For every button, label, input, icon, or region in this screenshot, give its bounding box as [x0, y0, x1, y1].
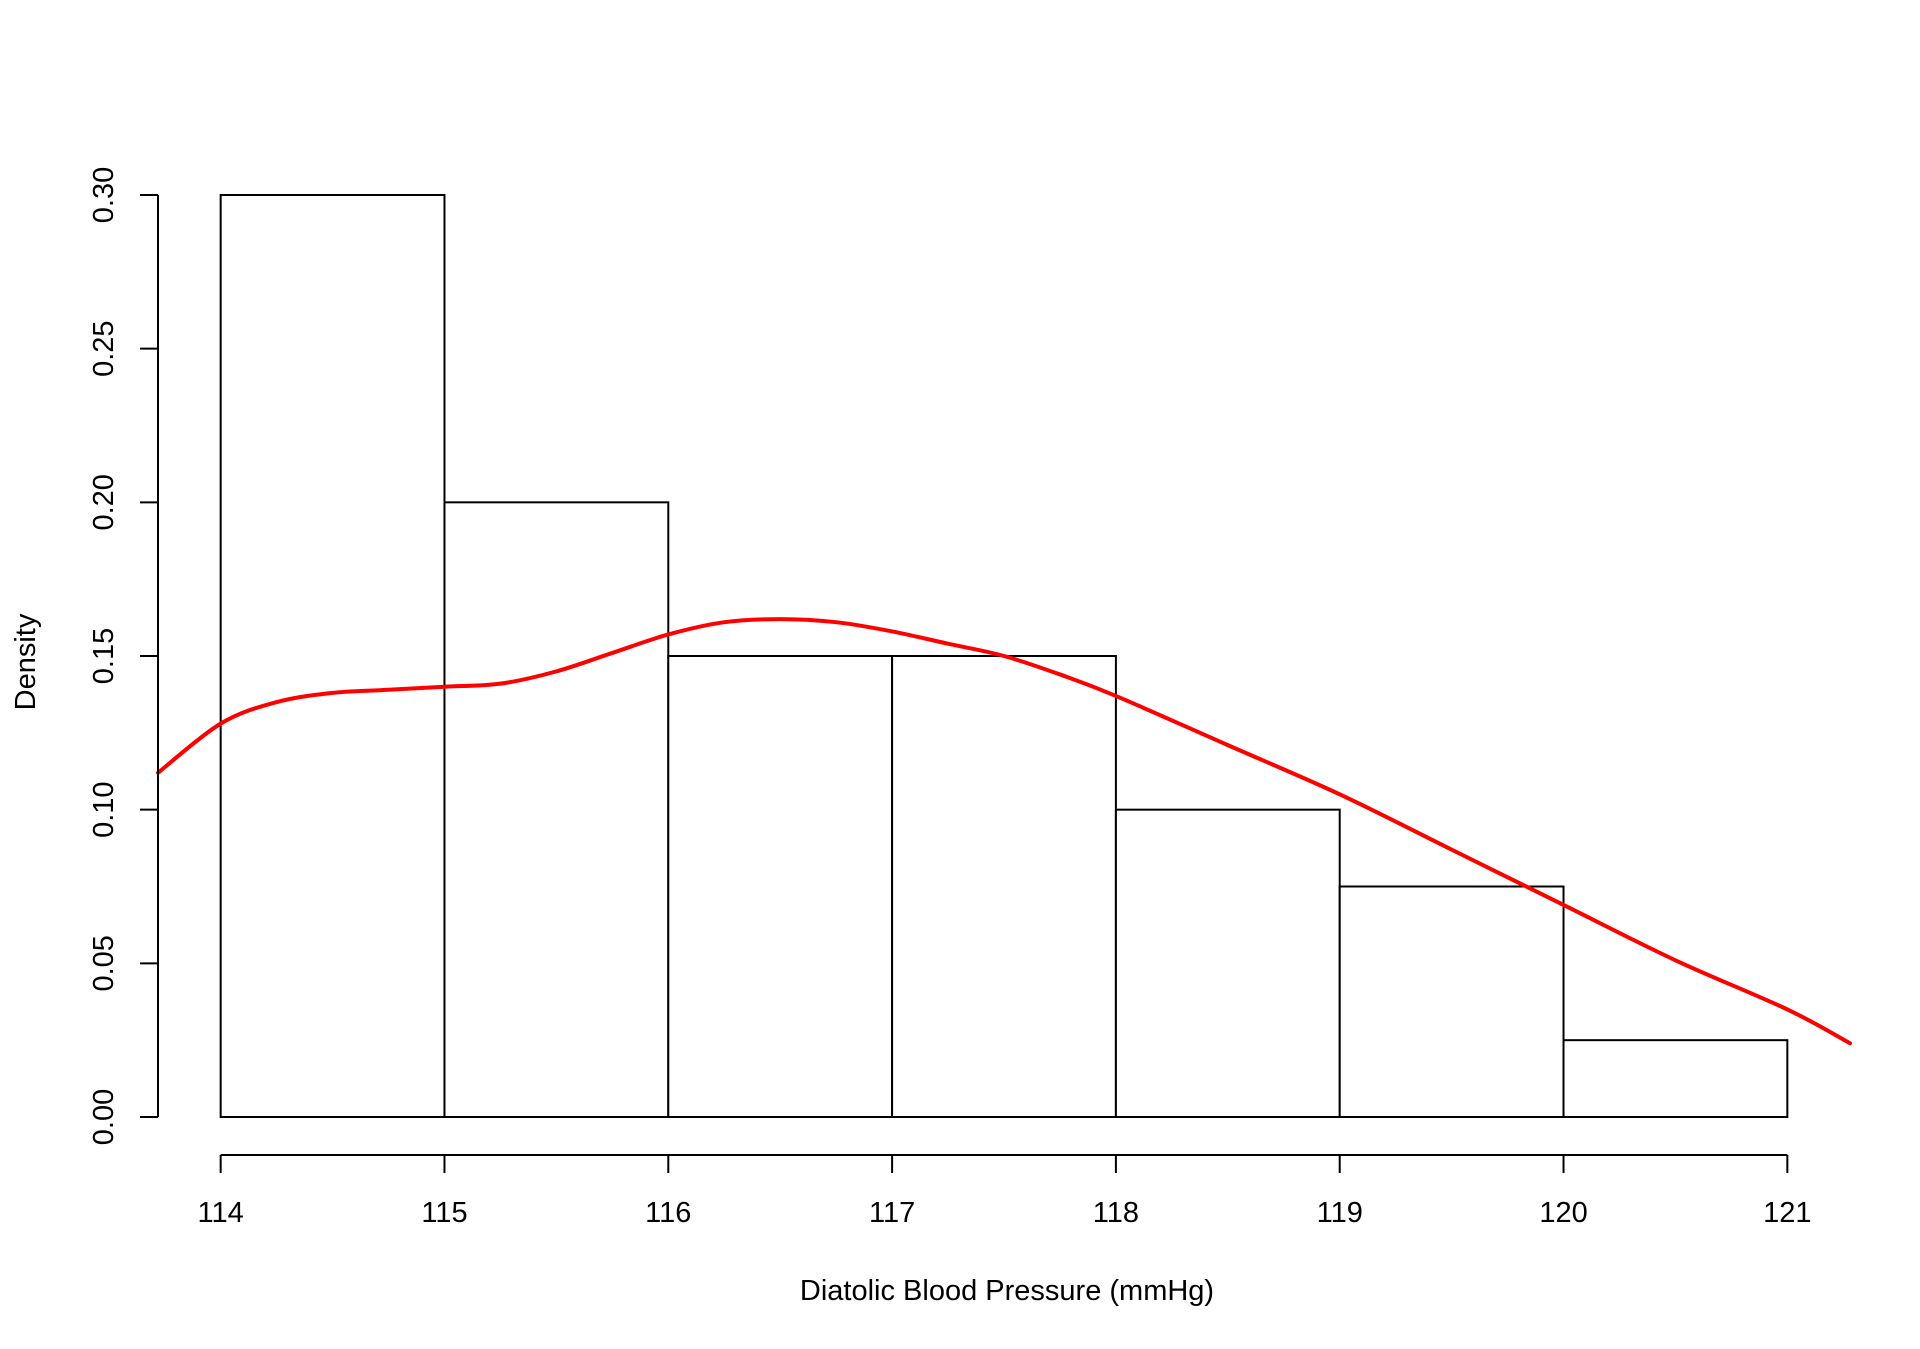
histogram-bar-0 — [219, 194, 446, 1118]
histogram-bar-1 — [443, 501, 670, 1119]
x-tick-label: 119 — [1317, 1197, 1363, 1229]
y-axis: 0.00 0.05 0.10 0.15 0.20 0.25 0.30 — [88, 167, 159, 1145]
bars-layer — [219, 194, 1789, 1119]
y-tick-label: 0.15 — [88, 628, 120, 684]
x-tick-label: 120 — [1539, 1197, 1587, 1229]
histogram-bar-6 — [1562, 1039, 1789, 1118]
histogram-bar-3 — [891, 655, 1117, 1118]
histogram-bar-2 — [667, 655, 894, 1118]
histogram-bar-5 — [1338, 885, 1565, 1118]
x-tick-label: 121 — [1763, 1197, 1811, 1229]
y-tick-label: 0.05 — [88, 935, 120, 991]
y-tick-label: 0.20 — [88, 474, 120, 530]
x-tick-label: 115 — [421, 1197, 467, 1229]
x-tick-label: 114 — [198, 1197, 244, 1229]
density-curve-layer — [156, 617, 1852, 1046]
y-tick-label: 0.25 — [88, 320, 120, 376]
x-tick-label: 117 — [869, 1197, 915, 1229]
x-tick-label: 116 — [645, 1197, 691, 1229]
y-tick-label: 0.00 — [88, 1089, 120, 1145]
x-tick-label: 118 — [1093, 1197, 1139, 1229]
x-axis: 114 115 116 117 118 119 120 121 — [198, 1154, 1812, 1229]
y-tick-label: 0.30 — [88, 167, 120, 223]
histogram-bar-4 — [1114, 808, 1341, 1119]
density-curve — [156, 617, 1852, 1046]
y-tick-label: 0.10 — [88, 781, 120, 837]
x-axis-label: Diatolic Blood Pressure (mmHg) — [800, 1275, 1214, 1307]
y-axis-label: Density — [10, 613, 42, 710]
